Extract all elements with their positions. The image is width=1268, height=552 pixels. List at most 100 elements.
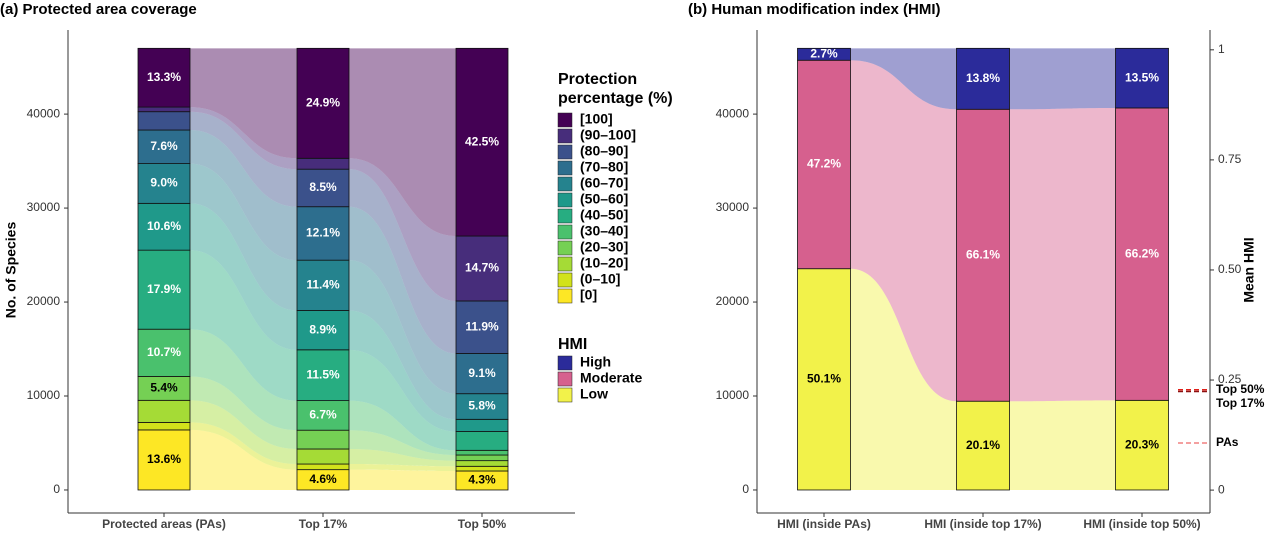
y2-axis-label: Mean HMI: [1241, 237, 1257, 302]
mean-marker-label: PAs: [1216, 435, 1239, 449]
y-tick-label: 30000: [716, 200, 750, 214]
legend-label: (70–80]: [580, 159, 628, 175]
y-tick-label: 30000: [27, 200, 61, 214]
segment: [956, 47, 1010, 110]
legend-title: HMI: [558, 336, 587, 353]
legend-label: [0]: [580, 287, 597, 303]
value-label: 24.9%: [306, 95, 340, 109]
flow: [349, 448, 456, 467]
segment: [137, 129, 191, 164]
legend-label: (40–50]: [580, 207, 628, 223]
flow: [190, 429, 297, 490]
flow: [1009, 107, 1116, 402]
legend-swatch: [557, 224, 573, 240]
flow: [1009, 48, 1116, 110]
flow: [349, 48, 456, 237]
value-label: 8.5%: [309, 180, 337, 194]
segment: [797, 268, 851, 491]
flow: [349, 430, 456, 461]
legend-label: (30–40]: [580, 223, 628, 239]
legend-swatch: [557, 288, 573, 304]
legend-label: (20–30]: [580, 239, 628, 255]
segment: [296, 463, 350, 471]
y-tick-label: 40000: [27, 106, 61, 120]
x-tick-label: Top 50%: [458, 517, 507, 531]
flow: [190, 422, 297, 470]
y-tick-label: 0: [53, 482, 60, 496]
legend-label: (50–60]: [580, 191, 628, 207]
segment: [455, 418, 509, 432]
y2-tick-label: 1: [1218, 42, 1225, 56]
x-tick-label: HMI (inside top 50%): [1083, 517, 1200, 531]
segment: [137, 163, 191, 204]
segment: [296, 400, 350, 431]
mean-marker-label: Top 50%: [1216, 382, 1265, 396]
segment: [137, 47, 191, 108]
segment: [137, 106, 191, 113]
legend-swatch: [557, 256, 573, 272]
flow: [349, 464, 456, 471]
value-label: 9.0%: [150, 176, 178, 190]
y2-tick-label: 0.50: [1218, 262, 1242, 276]
legend-swatch: [557, 355, 573, 371]
segment: [137, 399, 191, 423]
legend-swatch: [557, 272, 573, 288]
legend-swatch: [557, 371, 573, 387]
legend-swatch: [557, 176, 573, 192]
flow: [349, 310, 456, 432]
value-label: 66.2%: [1125, 246, 1159, 260]
legend-label: (80–90]: [580, 143, 628, 159]
segment: [455, 465, 509, 472]
segment: [137, 328, 191, 377]
legend-swatch: [557, 144, 573, 160]
flow: [850, 268, 957, 490]
segment: [455, 353, 509, 395]
flow: [349, 158, 456, 301]
value-label: 47.2%: [807, 157, 841, 171]
flow: [190, 329, 297, 431]
chart-title: (b) Human modification index (HMI): [688, 1, 941, 18]
segment: [797, 59, 851, 270]
flow: [190, 48, 297, 159]
x-tick-label: Top 17%: [299, 517, 348, 531]
value-label: 50.1%: [807, 372, 841, 386]
chart-title: (a) Protected area coverage: [0, 1, 197, 18]
value-label: 2.7%: [810, 46, 838, 60]
segment: [455, 235, 509, 302]
y2-tick-label: 0.25: [1218, 372, 1242, 386]
value-label: 10.7%: [147, 345, 181, 359]
flow: [850, 48, 957, 110]
segment: [956, 108, 1010, 402]
legend-swatch: [557, 240, 573, 256]
segment: [1115, 107, 1169, 401]
y-tick-label: 10000: [27, 388, 61, 402]
legend-swatch: [557, 160, 573, 176]
flow: [190, 250, 297, 401]
value-label: 11.4%: [306, 278, 340, 292]
x-tick-label: HMI (inside top 17%): [924, 517, 1041, 531]
value-label: 17.9%: [147, 282, 181, 296]
mean-marker-label: Top 17%: [1216, 396, 1265, 410]
segment: [137, 421, 191, 431]
value-label: 4.3%: [468, 473, 496, 487]
value-label: 4.6%: [309, 472, 337, 486]
y-tick-label: 10000: [716, 388, 750, 402]
legend-label: Low: [580, 386, 608, 402]
legend-swatch: [557, 192, 573, 208]
flow: [190, 111, 297, 207]
value-label: 13.8%: [966, 71, 1000, 85]
value-label: 6.7%: [309, 408, 337, 422]
value-label: 20.1%: [966, 438, 1000, 452]
flow: [850, 60, 957, 402]
flow: [190, 163, 297, 311]
value-label: 10.6%: [147, 219, 181, 233]
segment: [296, 47, 350, 159]
y2-tick-label: 0.75: [1218, 152, 1242, 166]
value-label: 13.6%: [147, 452, 181, 466]
segment: [296, 168, 350, 208]
segment: [137, 429, 191, 491]
x-tick-label: HMI (inside PAs): [777, 517, 871, 531]
segment: [797, 47, 851, 61]
value-label: 13.3%: [147, 70, 181, 84]
